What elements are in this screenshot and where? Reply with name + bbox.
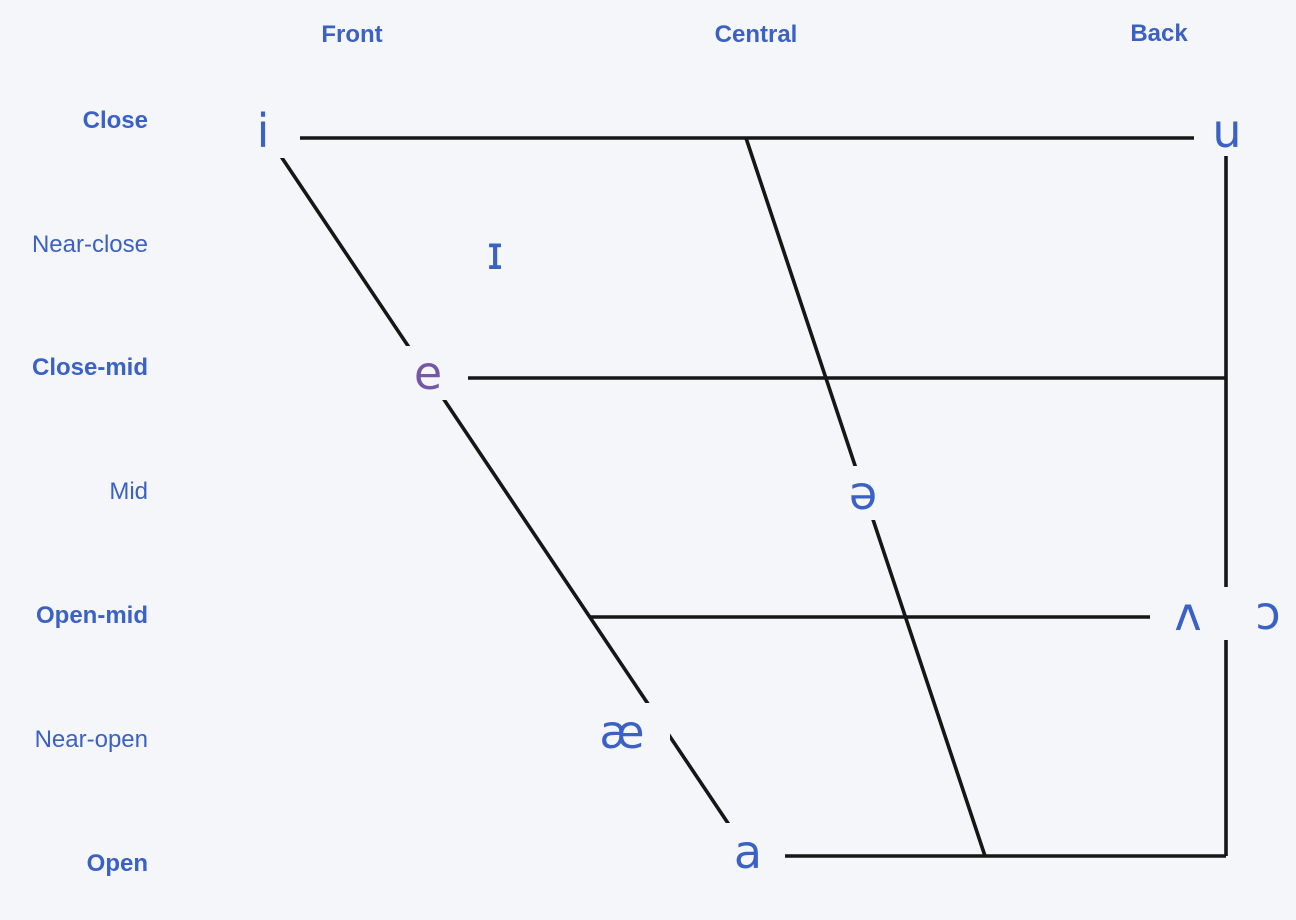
front-edge-line xyxy=(268,138,752,858)
vowel-mask-schwa xyxy=(837,466,889,520)
vowel-u[interactable]: u xyxy=(1212,104,1242,158)
vowel-mask-a xyxy=(717,823,785,881)
vowel-i[interactable]: i xyxy=(256,104,270,158)
vowel-mask-u xyxy=(1194,103,1258,156)
vowel-open-o[interactable]: ɔ xyxy=(1255,586,1281,640)
row-label-mid: Mid xyxy=(109,478,148,505)
vowel-small-capital-i[interactable]: ɪ xyxy=(486,226,504,280)
vowel-schwa[interactable]: ə xyxy=(848,466,878,520)
vowel-turned-v[interactable]: ʌ xyxy=(1174,587,1202,641)
row-label-close-mid: Close-mid xyxy=(31,354,148,381)
vowel-a[interactable]: a xyxy=(733,825,763,879)
vowel-mask-e xyxy=(402,346,468,400)
column-header-back: Back xyxy=(1130,20,1188,47)
vowel-mask-i xyxy=(234,102,300,158)
vowel-e[interactable]: e xyxy=(413,346,443,400)
row-label-open-mid: Open-mid xyxy=(36,602,148,629)
column-header-central: Central xyxy=(714,21,798,48)
vowel-mask-ash xyxy=(592,703,670,761)
column-header-front: Front xyxy=(321,21,383,48)
row-label-near-close: Near-close xyxy=(31,231,148,258)
row-label-close: Close xyxy=(82,107,148,134)
vowel-mask-turned-v xyxy=(1150,587,1252,640)
vowel-mask-open-o xyxy=(1247,585,1293,641)
vowel-ash[interactable]: æ xyxy=(599,705,645,759)
row-label-open: Open xyxy=(86,850,148,877)
row-label-near-open: Near-open xyxy=(34,726,148,753)
